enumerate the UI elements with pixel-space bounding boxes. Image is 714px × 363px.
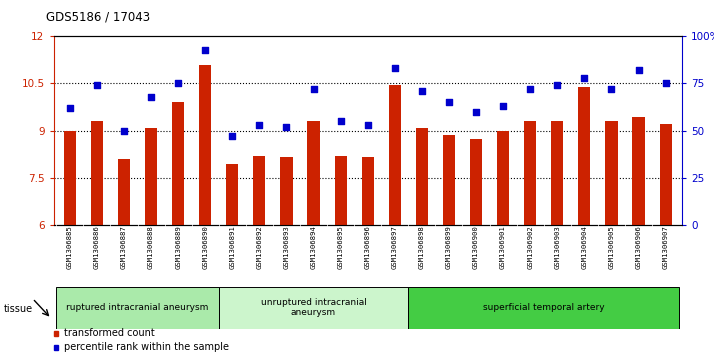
Text: GSM1306896: GSM1306896 xyxy=(365,225,371,269)
Text: GSM1306891: GSM1306891 xyxy=(229,225,236,269)
Point xyxy=(416,88,428,94)
Text: percentile rank within the sample: percentile rank within the sample xyxy=(64,342,229,352)
Text: ruptured intracranial aneurysm: ruptured intracranial aneurysm xyxy=(66,303,208,312)
Point xyxy=(335,118,346,124)
Text: GSM1306895: GSM1306895 xyxy=(338,225,343,269)
Bar xyxy=(470,139,482,225)
Bar xyxy=(226,164,238,225)
Text: tissue: tissue xyxy=(4,304,33,314)
Point xyxy=(443,99,455,105)
Point xyxy=(552,82,563,88)
Bar xyxy=(253,156,266,225)
Point xyxy=(498,103,509,109)
Text: unruptured intracranial
aneurysm: unruptured intracranial aneurysm xyxy=(261,298,366,317)
Text: GSM1306888: GSM1306888 xyxy=(148,225,154,269)
Text: GSM1306886: GSM1306886 xyxy=(94,225,100,269)
Bar xyxy=(497,131,509,225)
Bar xyxy=(578,87,590,225)
Text: GSM1306902: GSM1306902 xyxy=(527,225,533,269)
Point xyxy=(660,81,671,86)
Text: GSM1306893: GSM1306893 xyxy=(283,225,289,269)
Text: GSM1306905: GSM1306905 xyxy=(608,225,615,269)
Point xyxy=(389,65,401,71)
Point xyxy=(253,122,265,128)
Text: GDS5186 / 17043: GDS5186 / 17043 xyxy=(46,11,151,24)
Point xyxy=(199,46,211,52)
Point xyxy=(525,86,536,92)
Text: GSM1306907: GSM1306907 xyxy=(663,225,668,269)
Point xyxy=(308,86,319,92)
Text: GSM1306906: GSM1306906 xyxy=(635,225,642,269)
Bar xyxy=(551,121,563,225)
Point xyxy=(146,94,157,99)
Bar xyxy=(388,85,401,225)
Point xyxy=(605,86,617,92)
Text: GSM1306901: GSM1306901 xyxy=(500,225,506,269)
Bar xyxy=(335,156,347,225)
Bar xyxy=(416,127,428,225)
Point xyxy=(119,128,130,134)
Bar xyxy=(443,135,455,225)
Text: GSM1306903: GSM1306903 xyxy=(554,225,560,269)
Text: GSM1306900: GSM1306900 xyxy=(473,225,479,269)
Text: superficial temporal artery: superficial temporal artery xyxy=(483,303,605,312)
Text: transformed count: transformed count xyxy=(64,329,155,338)
Bar xyxy=(660,125,672,225)
Bar xyxy=(56,287,218,329)
Bar xyxy=(172,102,184,225)
Text: GSM1306904: GSM1306904 xyxy=(581,225,588,269)
Text: GSM1306889: GSM1306889 xyxy=(175,225,181,269)
Text: GSM1306885: GSM1306885 xyxy=(67,225,73,269)
Bar xyxy=(308,121,320,225)
Text: GSM1306892: GSM1306892 xyxy=(256,225,262,269)
Bar xyxy=(145,127,157,225)
Bar xyxy=(91,121,103,225)
Point xyxy=(64,105,76,111)
Text: GSM1306887: GSM1306887 xyxy=(121,225,127,269)
Text: GSM1306899: GSM1306899 xyxy=(446,225,452,269)
Bar xyxy=(633,117,645,225)
Point xyxy=(578,75,590,81)
Point xyxy=(172,81,183,86)
Bar xyxy=(199,65,211,225)
Point xyxy=(633,68,644,73)
Bar xyxy=(281,158,293,225)
Bar xyxy=(118,159,130,225)
Bar xyxy=(361,158,374,225)
Bar xyxy=(408,287,679,329)
Text: GSM1306897: GSM1306897 xyxy=(392,225,398,269)
Text: GSM1306898: GSM1306898 xyxy=(419,225,425,269)
Bar xyxy=(524,121,536,225)
Point xyxy=(362,122,373,128)
Bar xyxy=(605,121,618,225)
Bar xyxy=(218,287,408,329)
Point xyxy=(91,82,103,88)
Point xyxy=(471,109,482,115)
Bar xyxy=(64,131,76,225)
Text: GSM1306894: GSM1306894 xyxy=(311,225,316,269)
Point xyxy=(281,124,292,130)
Text: GSM1306890: GSM1306890 xyxy=(202,225,208,269)
Point xyxy=(226,134,238,139)
